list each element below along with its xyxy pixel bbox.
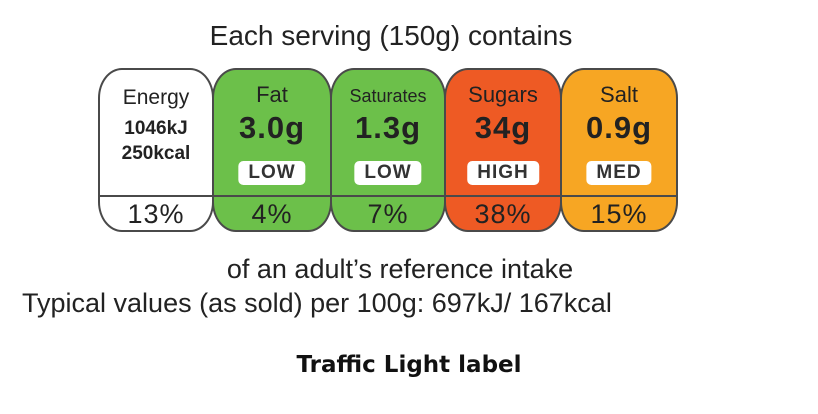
energy-percent: 13% [127,199,185,229]
saturates-name: Saturates [349,86,427,106]
energy-cell: Energy 1046kJ 250kcal 13% [98,68,214,232]
traffic-light-label: Energy 1046kJ 250kcal 13% Fat 3.0g LOW 4… [98,68,680,234]
saturates-amount: 1.3g [354,110,422,145]
energy-kcal: 250kcal [121,143,191,164]
figure-caption: Traffic Light label [296,352,522,378]
salt-level-badge: MED [586,161,652,185]
sugars-cell: Sugars 34g HIGH 38% [444,68,562,232]
cell-divider [100,195,212,197]
saturates-cell: Saturates 1.3g LOW 7% [330,68,446,232]
sugars-percent: 38% [474,199,532,229]
typical-values-text: Typical values (as sold) per 100g: 697kJ… [22,288,612,318]
reference-intake-text: of an adult’s reference intake [226,254,574,284]
salt-cell: Salt 0.9g MED 15% [560,68,678,232]
saturates-percent: 7% [367,199,409,229]
fat-amount: 3.0g [238,110,306,145]
fat-cell: Fat 3.0g LOW 4% [212,68,332,232]
cell-divider [562,195,676,197]
cell-divider [332,195,444,197]
energy-kj: 1046kJ [124,118,188,139]
sugars-amount: 34g [474,110,532,145]
saturates-level-badge: LOW [354,161,422,185]
cell-divider [214,195,330,197]
fat-percent: 4% [251,199,293,229]
salt-amount: 0.9g [585,110,653,145]
salt-name: Salt [600,82,638,107]
fat-name: Fat [256,82,288,107]
energy-name: Energy [122,86,190,109]
fat-level-badge: LOW [238,161,306,185]
sugars-level-badge: HIGH [467,161,539,185]
salt-percent: 15% [590,199,648,229]
cell-divider [446,195,560,197]
serving-header: Each serving (150g) contains [209,20,573,51]
sugars-name: Sugars [468,82,538,107]
